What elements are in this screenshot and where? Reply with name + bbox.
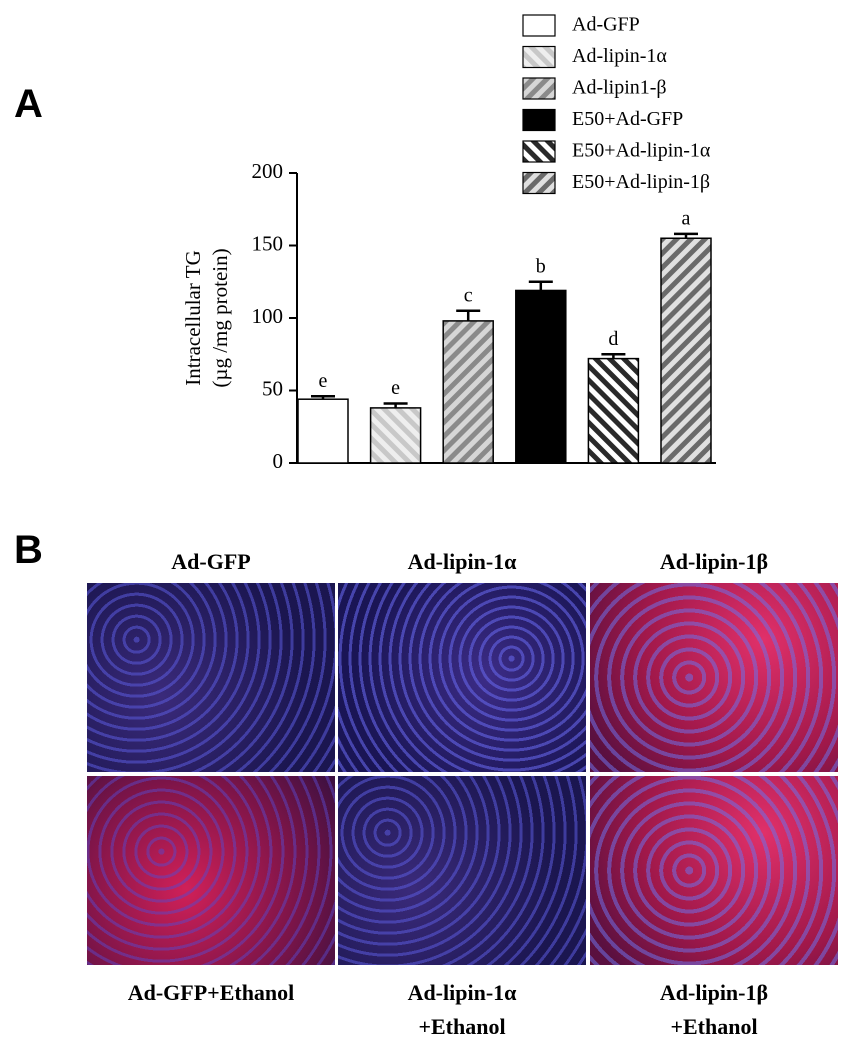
legend-label: E50+Ad-lipin-1β (572, 171, 710, 193)
y-tick-label: 50 (262, 376, 283, 400)
chart: Intracellular TG (µg /mg protein) 0 50 100… (181, 14, 716, 473)
significance-letter: b (536, 255, 546, 277)
caption-line: Ad-lipin-1β (659, 980, 769, 1005)
caption-line: Ad-GFP+Ethanol (127, 980, 295, 1005)
y-tick-label: 150 (252, 231, 284, 255)
image-caption: Ad-GFP+Ethanol (87, 976, 335, 1010)
caption-line: Ad-lipin-1α (407, 549, 517, 574)
legend-swatch (522, 171, 556, 195)
bar (587, 357, 640, 464)
legend-label: Ad-lipin-1α (572, 45, 667, 67)
caption-line: Ad-GFP (171, 549, 251, 574)
micrograph (87, 583, 335, 772)
legend-swatch (522, 140, 556, 163)
y-tick-label: 0 (273, 449, 284, 473)
legend-label: E50+Ad-lipin-1α (572, 140, 711, 162)
panel-label: B (14, 528, 43, 572)
y-tick-label: 100 (252, 304, 284, 328)
legend-swatch (522, 14, 556, 37)
panel-label: A (14, 82, 43, 126)
legend-swatch (522, 45, 556, 69)
micrograph (338, 776, 586, 965)
legend-label: Ad-lipin1-β (572, 77, 667, 99)
y-axis-label: (µg /mg protein) (208, 248, 232, 387)
legend-label: Ad-GFP (572, 14, 640, 36)
bar (369, 407, 422, 464)
image-caption: Ad-lipin-1α (338, 545, 586, 579)
significance-letter: e (319, 370, 328, 392)
y-tick-label: 200 (252, 159, 284, 183)
caption-line: Ad-lipin-1β (659, 549, 769, 574)
significance-letter: c (464, 284, 473, 306)
caption-line: Ad-lipin-1α (407, 980, 517, 1005)
legend-label: E50+Ad-GFP (572, 108, 683, 130)
image-caption: Ad-GFP (87, 545, 335, 579)
image-caption: Ad-lipin-1α +Ethanol (338, 976, 586, 1044)
bar (515, 289, 567, 464)
bar (442, 320, 494, 464)
y-axis-label: Intracellular TG (181, 250, 205, 385)
error-bar (456, 309, 481, 321)
significance-letter: e (391, 377, 400, 399)
significance-letter: d (608, 328, 618, 350)
error-bar (383, 402, 408, 408)
image-caption: Ad-lipin-1β +Ethanol (590, 976, 838, 1044)
error-bar (311, 395, 335, 400)
micrograph (87, 776, 335, 965)
error-bar (674, 232, 698, 239)
legend-swatch (522, 77, 556, 100)
micrograph (590, 583, 838, 772)
error-bar (601, 353, 626, 359)
bar (660, 237, 712, 464)
significance-letter: a (682, 207, 691, 229)
error-bar (528, 280, 553, 291)
image-caption: Ad-lipin-1β (590, 545, 838, 579)
bar (297, 398, 349, 464)
micrograph (338, 583, 586, 772)
caption-line: +Ethanol (418, 1014, 506, 1039)
legend-swatch (522, 108, 556, 132)
caption-line: +Ethanol (670, 1014, 758, 1039)
micrograph (590, 776, 838, 965)
